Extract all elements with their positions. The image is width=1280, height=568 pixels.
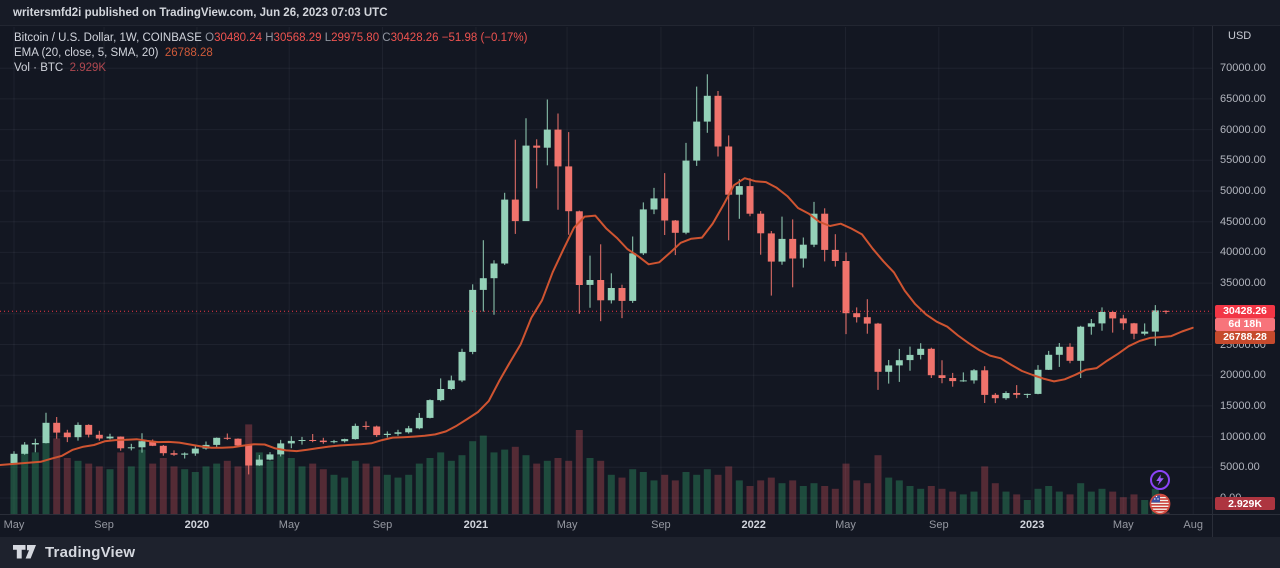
price-tick-label: 55000.00 [1220, 154, 1266, 167]
price-tick-label: 20000.00 [1220, 369, 1266, 382]
chart-canvas[interactable] [0, 0, 1212, 514]
time-tick-label: May [278, 519, 300, 531]
open-value: 30480.24 [214, 32, 263, 44]
volume-bars [10, 424, 1170, 514]
time-tick-label: May [3, 519, 25, 531]
close-label: C [382, 32, 391, 44]
tradingview-logo[interactable] [13, 545, 37, 560]
time-tick-label: Sep [929, 519, 949, 531]
open-label: O [205, 32, 215, 44]
publish-bar: writersmfd2i published on TradingView.co… [0, 0, 1280, 26]
ema-line [0, 177, 1194, 466]
ema-label[interactable]: EMA (20, close, 5, SMA, 20) [14, 47, 159, 59]
time-tick-label: 2020 [184, 519, 210, 531]
time-tick-label: Sep [94, 519, 114, 531]
publish-info: writersmfd2i published on TradingView.co… [13, 6, 388, 19]
time-tick-label: 2021 [463, 519, 489, 531]
time-tick-label: 2023 [1019, 519, 1045, 531]
volume-value: 2.929K [69, 62, 107, 74]
volume-label[interactable]: Vol · BTC [14, 62, 64, 74]
time-tick-label: May [835, 519, 856, 531]
volume-badge: 2.929K [1215, 497, 1275, 510]
price-tick-label: 40000.00 [1220, 246, 1266, 259]
boost-lightning-icon[interactable] [1148, 468, 1172, 492]
time-axis[interactable]: May Sep 2020 May Sep 2021 May Sep 2022 May Sep 2023… [0, 514, 1280, 538]
footer: TradingView [0, 537, 1280, 568]
price-tick-label: 45000.00 [1220, 215, 1266, 228]
ema-value: 26788.28 [164, 47, 213, 59]
candles [10, 74, 1170, 475]
price-tick-label: 50000.00 [1220, 185, 1266, 197]
price-tick-label: 60000.00 [1220, 123, 1266, 136]
time-tick-label: Sep [651, 519, 671, 531]
price-tick-label: 15000.00 [1220, 399, 1266, 412]
price-unit-label: USD [1228, 30, 1252, 42]
price-tick-label: 10000.00 [1220, 430, 1266, 443]
time-tick-label: Aug [1183, 519, 1203, 531]
price-tick-label: 5000.00 [1220, 461, 1260, 474]
symbol-row: Bitcoin / U.S. Dollar, 1W, COINBASE O 304… [14, 31, 527, 46]
time-tick-label: May [1112, 519, 1134, 531]
volume-row: Vol · BTC 2.929K [14, 61, 527, 76]
us-flag-icon[interactable] [1148, 492, 1172, 516]
ema-value-badge: 26788.28 [1215, 330, 1275, 344]
countdown-badge: 6d 18h [1215, 317, 1275, 331]
price-tick-label: 70000.00 [1220, 62, 1266, 75]
high-label: H [265, 32, 274, 44]
price-tick-label: 65000.00 [1220, 92, 1266, 105]
grid [0, 27, 1212, 514]
footer-brand[interactable]: TradingView [45, 544, 136, 561]
last-price-badge: 30428.26 [1215, 304, 1275, 318]
time-tick-label: 2022 [741, 519, 766, 531]
legend: Bitcoin / U.S. Dollar, 1W, COINBASE O 304… [14, 31, 527, 76]
time-tick-label: Sep [372, 519, 393, 531]
price-axis[interactable]: USD 0.005000.0010000.0015000.0020000.002… [1212, 0, 1280, 537]
close-value: 30428.26 [390, 32, 439, 44]
time-tick-label: May [556, 519, 578, 531]
low-label: L [324, 32, 332, 44]
ema-row: EMA (20, close, 5, SMA, 20) 26788.28 [14, 46, 527, 61]
price-tick-label: 35000.00 [1220, 277, 1266, 290]
low-value: 29975.80 [331, 32, 380, 44]
symbol-title[interactable]: Bitcoin / U.S. Dollar, 1W, COINBASE [14, 32, 202, 44]
high-value: 30568.29 [273, 32, 322, 44]
change-value: −51.98 (−0.17%) [441, 32, 528, 44]
